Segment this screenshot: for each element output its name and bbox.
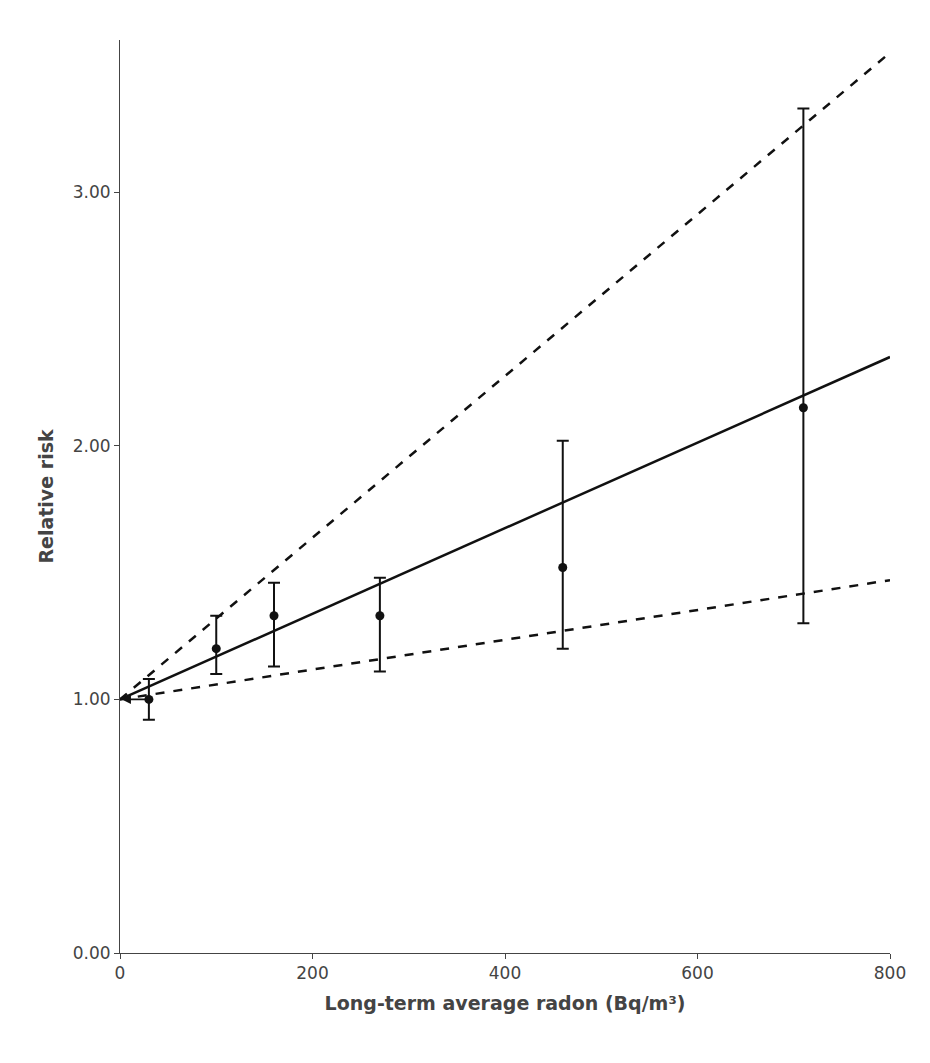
svg-text:Long-term average radon (Bq/m³: Long-term average radon (Bq/m³) bbox=[325, 992, 686, 1014]
svg-text:0: 0 bbox=[115, 963, 126, 983]
svg-text:2.00: 2.00 bbox=[73, 436, 111, 456]
svg-text:200: 200 bbox=[296, 963, 328, 983]
svg-text:600: 600 bbox=[681, 963, 713, 983]
svg-text:1.00: 1.00 bbox=[73, 689, 111, 709]
svg-text:400: 400 bbox=[489, 963, 521, 983]
svg-text:Relative risk: Relative risk bbox=[35, 429, 57, 564]
svg-text:0.00: 0.00 bbox=[73, 943, 111, 963]
svg-text:3.00: 3.00 bbox=[73, 182, 111, 202]
svg-text:800: 800 bbox=[874, 963, 906, 983]
